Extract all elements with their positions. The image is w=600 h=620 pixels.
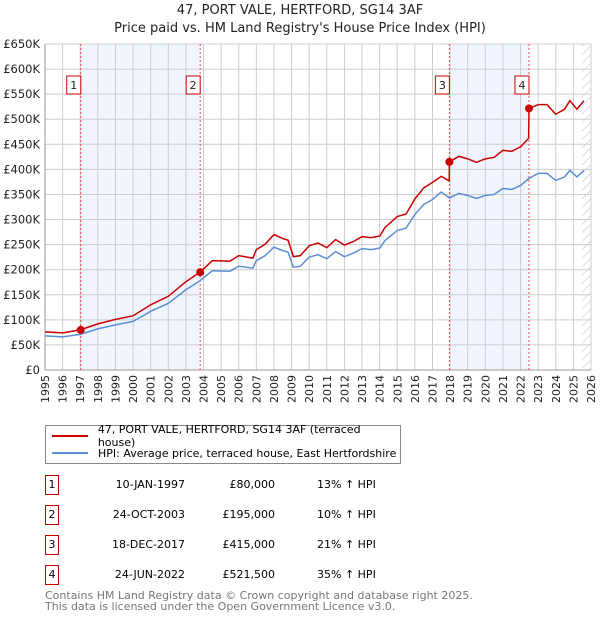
sale-hpi-diff: 10% ↑ HPI [317, 508, 376, 521]
legend: 47, PORT VALE, HERTFORD, SG14 3AF (terra… [45, 423, 401, 464]
x-tick-label: 2012 [338, 375, 351, 403]
legend-item-hpi: HPI: Average price, terraced house, East… [52, 446, 396, 460]
forecast-hatch [582, 44, 591, 370]
x-tick-label: 1999 [109, 375, 122, 403]
footer-licence: This data is licensed under the Open Gov… [45, 600, 396, 613]
x-tick-label: 2002 [162, 375, 175, 403]
x-tick-label: 2017 [426, 375, 439, 403]
shaded-range [449, 44, 530, 370]
x-tick-label: 1996 [57, 375, 70, 403]
legend-label: 47, PORT VALE, HERTFORD, SG14 3AF (terra… [97, 423, 361, 449]
sale-hpi-diff: 21% ↑ HPI [317, 538, 376, 551]
legend-swatch-blue [52, 452, 88, 454]
x-tick-label: 2011 [321, 375, 334, 403]
sale-date: 24-OCT-2003 [112, 508, 185, 521]
sale-price: £521,500 [222, 568, 276, 581]
shaded-range [80, 44, 201, 370]
chart-title: 47, PORT VALE, HERTFORD, SG14 3AF [176, 3, 424, 18]
y-tick-label: £650K [3, 37, 40, 51]
x-tick-label: 2009 [286, 375, 299, 403]
footer-copyright: Contains HM Land Registry data © Crown c… [45, 589, 473, 602]
y-tick-label: £300K [3, 213, 40, 227]
y-tick-label: £250K [3, 238, 40, 252]
y-tick-label: £350K [3, 187, 40, 201]
x-tick-label: 1995 [39, 375, 52, 403]
x-tick-label: 1998 [92, 375, 105, 403]
x-tick-label: 2003 [180, 375, 193, 403]
sale-label: 4 [519, 79, 526, 92]
sale-label-box [514, 75, 530, 95]
y-tick-label: £100K [3, 313, 40, 327]
x-tick-label: 2007 [250, 375, 263, 403]
y-tick-label: £150K [3, 288, 40, 302]
x-tick-label: 2021 [497, 375, 510, 403]
sale-number-badge: 1 [45, 475, 59, 495]
x-tick-label: 2010 [303, 375, 316, 403]
x-tick-label: 2023 [532, 375, 545, 403]
y-tick-label: £550K [3, 87, 40, 101]
sale-date: 10-JAN-1997 [115, 478, 185, 491]
y-tick-label: £400K [3, 162, 40, 176]
x-tick-label: 2005 [215, 375, 228, 403]
x-tick-label: 2014 [374, 375, 387, 403]
x-tick-label: 2016 [409, 375, 422, 403]
chart-subtitle: Price paid vs. HM Land Registry's House … [114, 21, 486, 36]
legend-swatch-red [52, 435, 88, 437]
sale-label: 2 [190, 79, 197, 92]
y-tick-label: £600K [3, 62, 40, 76]
sale-point [525, 104, 534, 113]
sale-label-box [185, 75, 201, 95]
y-tick-label: £200K [3, 263, 40, 277]
x-tick-label: 2022 [515, 375, 528, 403]
sale-number-badge: 2 [45, 505, 59, 525]
sale-number-badge: 4 [45, 565, 59, 585]
table-row: 3 18-DEC-2017 £415,000 21% ↑ HPI [45, 535, 445, 555]
x-tick-label: 2004 [198, 375, 211, 403]
sale-label: 3 [439, 79, 446, 92]
x-tick-label: 1997 [74, 375, 87, 403]
legend-item-property: 47, PORT VALE, HERTFORD, SG14 3AF (terra… [52, 423, 400, 449]
x-tick-label: 2015 [391, 375, 404, 403]
price-chart: 1995 1996 1997 1998 1999 2000 2001 2002 2003 2004… [3, 37, 598, 403]
x-tick-label: 2013 [356, 375, 369, 403]
sale-point [196, 268, 205, 277]
hpi-line [44, 169, 585, 338]
y-tick-label: £50K [11, 338, 41, 352]
sale-hpi-diff: 13% ↑ HPI [317, 478, 376, 491]
sale-point [76, 325, 85, 334]
x-tick-label: 2018 [444, 375, 457, 403]
x-tick-label: 2008 [268, 375, 281, 403]
x-tick-label: 2019 [462, 375, 475, 403]
sale-label-box [66, 75, 82, 95]
x-tick-label: 2006 [233, 375, 246, 403]
x-tick-label: 2020 [479, 375, 492, 403]
legend-label: HPI: Average price, terraced house, East… [98, 446, 397, 460]
x-tick-label: 2001 [145, 375, 158, 403]
sale-hpi-diff: 35% ↑ HPI [317, 568, 376, 581]
sale-number-badge: 3 [45, 535, 59, 555]
y-tick-label: £500K [3, 112, 40, 126]
table-row: 4 24-JUN-2022 £521,500 35% ↑ HPI [45, 565, 445, 585]
x-tick-label: 2024 [550, 375, 563, 403]
y-tick-label: £450K [3, 137, 40, 151]
x-tick-label: 2025 [567, 375, 580, 403]
sale-date: 18-DEC-2017 [111, 538, 185, 551]
table-row: 2 24-OCT-2003 £195,000 10% ↑ HPI [45, 505, 445, 525]
table-row: 1 10-JAN-1997 £80,000 13% ↑ HPI [45, 475, 445, 495]
x-tick-label: 2000 [127, 375, 140, 403]
sale-price: £80,000 [229, 478, 276, 491]
y-tick-label: £0 [25, 363, 40, 377]
x-tick-label: 2026 [585, 375, 598, 403]
sale-date: 24-JUN-2022 [114, 568, 185, 581]
sale-price: £195,000 [222, 508, 276, 521]
sale-point [445, 157, 454, 166]
sale-label: 1 [70, 79, 77, 92]
sale-price: £415,000 [222, 538, 276, 551]
sale-label-box [434, 75, 450, 95]
